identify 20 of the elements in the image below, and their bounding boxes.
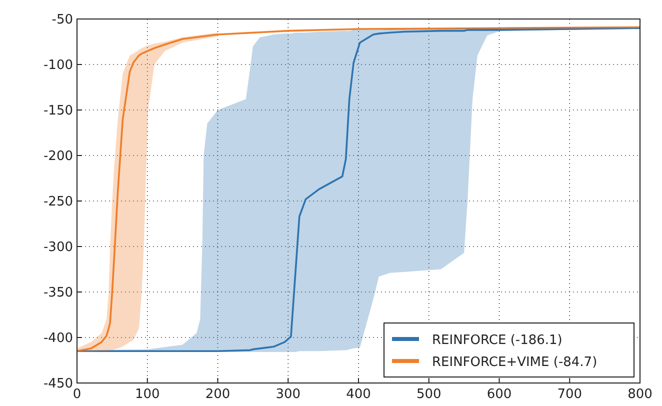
y-tick-label: -400 (43, 331, 73, 346)
x-tick-label: 400 (346, 387, 371, 402)
legend-label: REINFORCE (-186.1) (432, 333, 562, 348)
x-tick-label: 800 (628, 387, 652, 402)
x-tick-label: 500 (416, 387, 442, 402)
y-tick-label: -250 (43, 194, 73, 210)
x-tick-label: 700 (557, 387, 582, 402)
y-tick-label: -350 (43, 286, 73, 300)
x-tick-label: 0 (72, 387, 82, 402)
y-tick-label: -150 (43, 104, 73, 118)
y-tick-label: -50 (52, 12, 73, 28)
legend-label: REINFORCE+VIME (-84.7) (432, 355, 598, 370)
x-tick-label: 600 (486, 387, 512, 402)
y-tick-label: -100 (43, 58, 73, 73)
y-tick-label: -200 (43, 149, 73, 164)
x-tick-label: 100 (134, 387, 160, 402)
x-tick-label: 300 (276, 387, 301, 402)
y-tick-label: -300 (43, 240, 73, 255)
x-tick-label: 200 (205, 387, 230, 402)
y-tick-label: -450 (43, 376, 73, 392)
